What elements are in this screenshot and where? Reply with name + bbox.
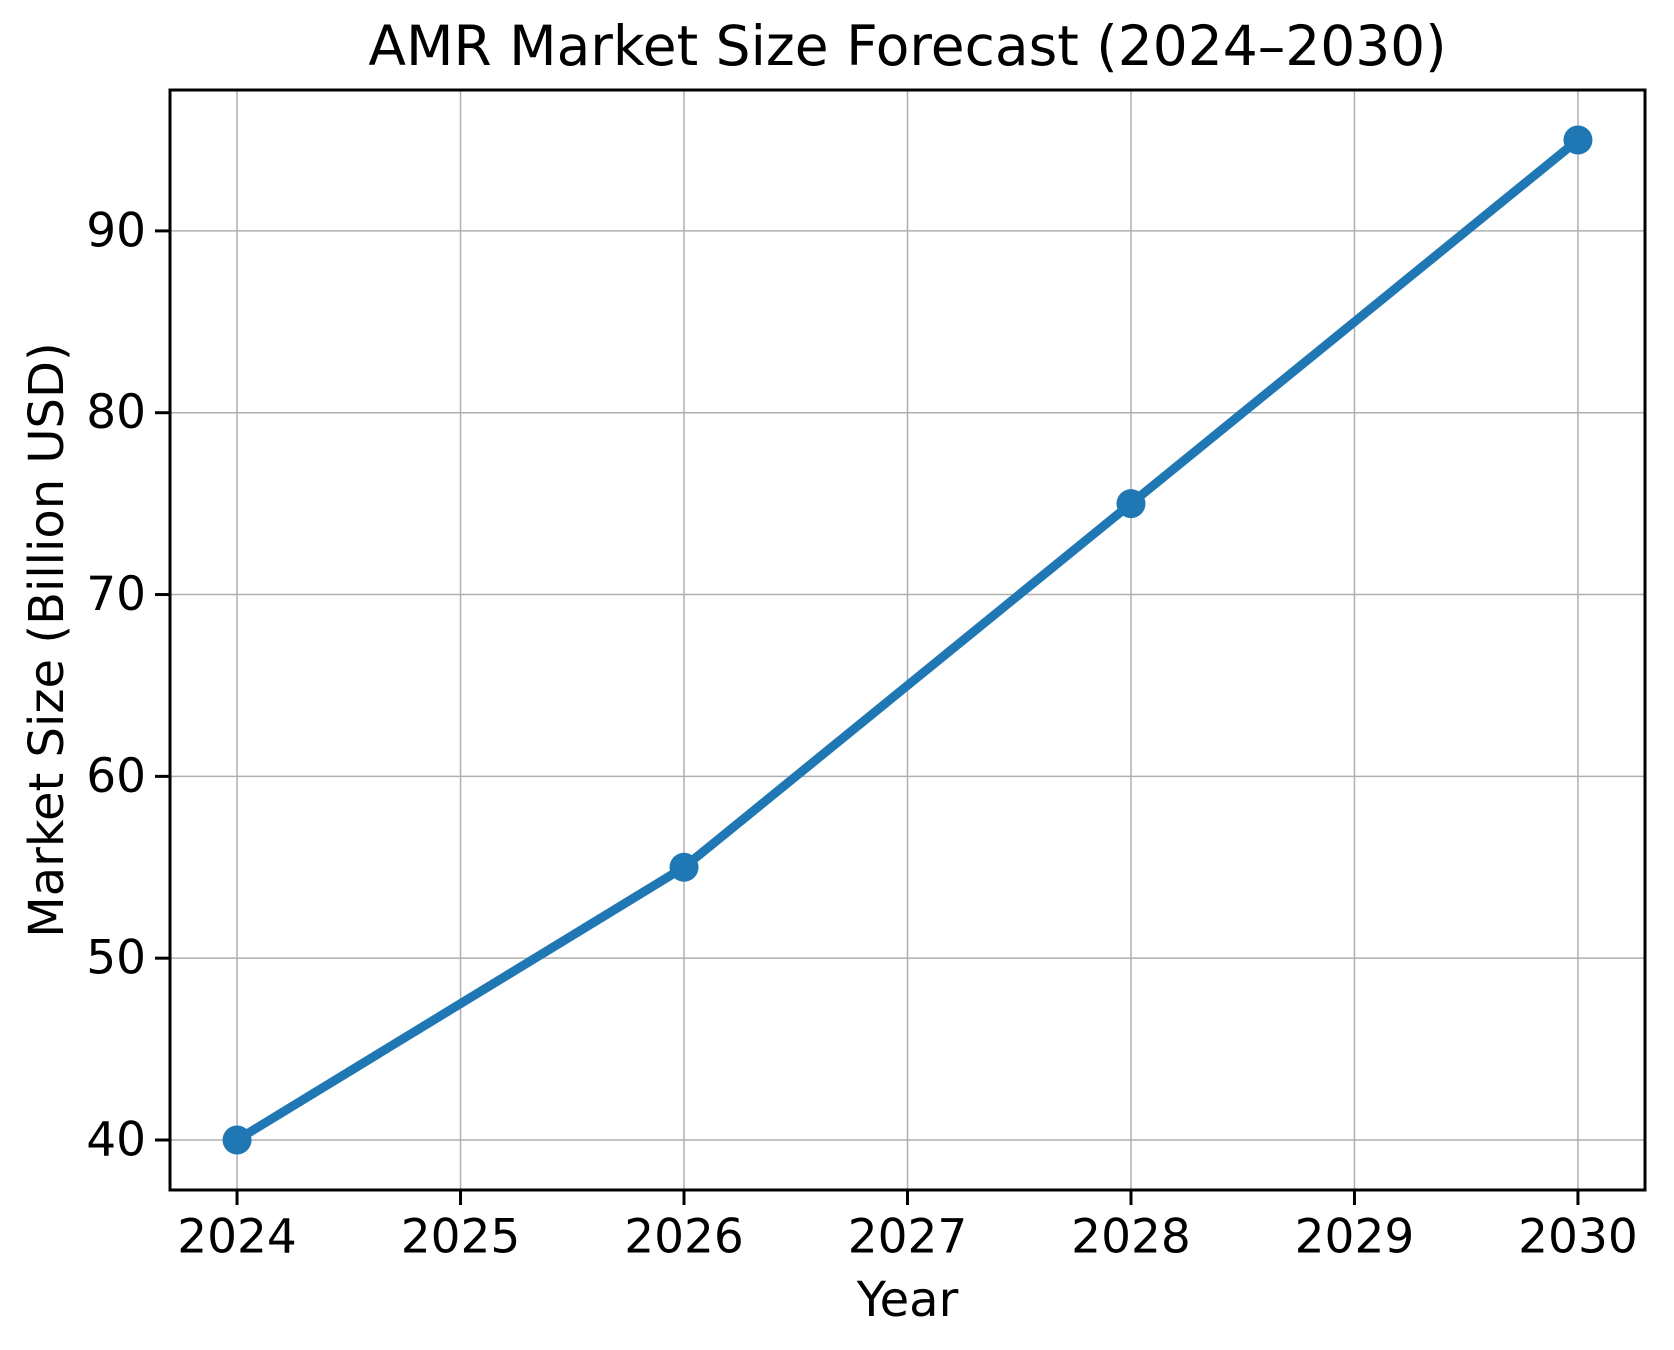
y-tick-label: 50 <box>86 931 146 986</box>
x-axis-label: Year <box>856 1272 959 1328</box>
data-point <box>669 852 699 882</box>
chart-title: AMR Market Size Forecast (2024–2030) <box>368 14 1447 78</box>
x-tick-label: 2024 <box>177 1209 297 1264</box>
y-tick-label: 60 <box>86 749 146 804</box>
x-tick-label: 2026 <box>624 1209 744 1264</box>
x-tick-label: 2028 <box>1071 1209 1191 1264</box>
y-tick-label: 40 <box>86 1113 146 1168</box>
y-axis-label: Market Size (Billion USD) <box>19 342 75 938</box>
y-tick-label: 90 <box>86 203 146 258</box>
x-tick-label: 2030 <box>1518 1209 1638 1264</box>
data-line <box>232 135 1583 1145</box>
x-tick-label: 2029 <box>1295 1209 1415 1264</box>
y-tick-label: 70 <box>86 567 146 622</box>
x-tick-label: 2025 <box>401 1209 521 1264</box>
data-point <box>1116 489 1146 519</box>
data-point <box>222 1125 252 1155</box>
y-tick-label: 80 <box>86 385 146 440</box>
data-point <box>1563 125 1593 155</box>
x-tick-label: 2027 <box>848 1209 968 1264</box>
